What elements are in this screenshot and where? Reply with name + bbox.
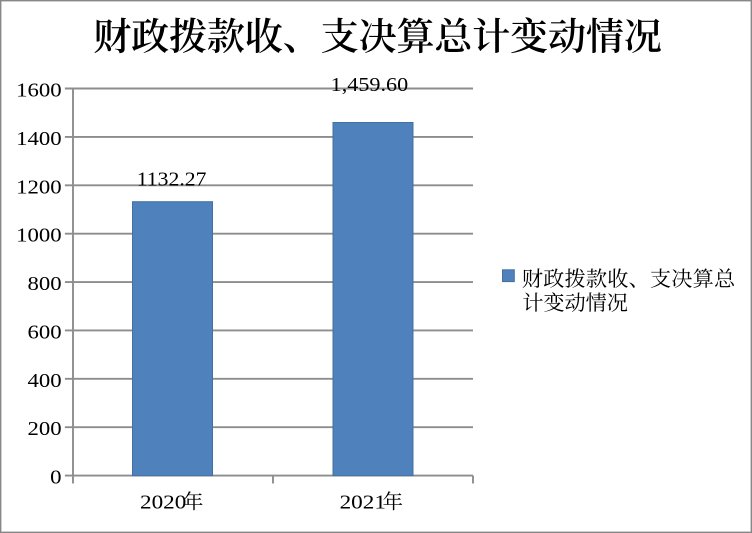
svg-text:1200: 1200 xyxy=(16,176,62,198)
svg-text:600: 600 xyxy=(28,321,62,343)
svg-text:800: 800 xyxy=(28,273,62,295)
svg-text:1132.27: 1132.27 xyxy=(137,169,207,191)
svg-text:400: 400 xyxy=(28,370,62,392)
svg-text:2021: 2021 xyxy=(340,492,386,514)
svg-text:200: 200 xyxy=(28,418,62,440)
svg-text:0: 0 xyxy=(50,467,61,489)
svg-text:1000: 1000 xyxy=(16,225,62,247)
svg-text:1,459.60: 1,459.60 xyxy=(331,74,409,96)
svg-text:1400: 1400 xyxy=(16,128,62,150)
svg-text:1600: 1600 xyxy=(16,80,62,102)
svg-text:2020: 2020 xyxy=(140,492,186,514)
